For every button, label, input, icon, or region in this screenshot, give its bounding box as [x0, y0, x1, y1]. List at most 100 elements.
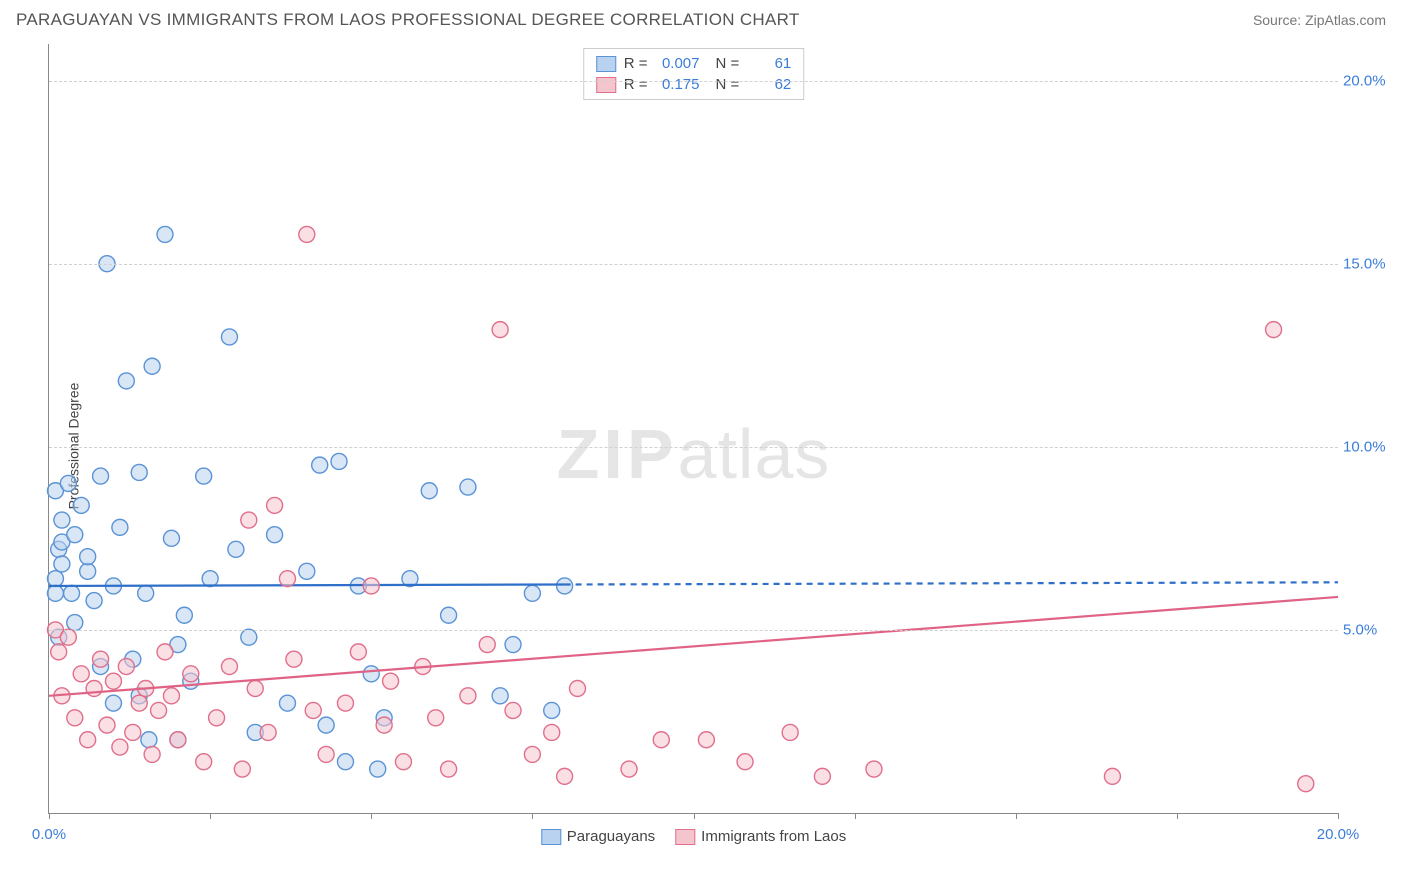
r-value: 0.007	[656, 55, 700, 72]
data-point	[105, 673, 121, 689]
data-point	[569, 680, 585, 696]
n-value: 61	[747, 55, 791, 72]
data-point	[544, 724, 560, 740]
data-point	[267, 527, 283, 543]
data-point	[782, 724, 798, 740]
data-point	[267, 497, 283, 513]
data-point	[112, 519, 128, 535]
source-attribution: Source: ZipAtlas.com	[1253, 12, 1386, 28]
data-point	[479, 637, 495, 653]
data-point	[99, 717, 115, 733]
chart-title: PARAGUAYAN VS IMMIGRANTS FROM LAOS PROFE…	[16, 10, 800, 30]
data-point	[1104, 768, 1120, 784]
data-point	[86, 593, 102, 609]
series-legend-item: Immigrants from Laos	[675, 828, 846, 845]
data-point	[698, 732, 714, 748]
data-point	[421, 483, 437, 499]
data-point	[54, 556, 70, 572]
data-point	[331, 453, 347, 469]
data-point	[247, 680, 263, 696]
series-legend: Paraguayans Immigrants from Laos	[541, 828, 846, 845]
data-point	[279, 695, 295, 711]
data-point	[170, 732, 186, 748]
gridline-h	[49, 630, 1338, 631]
data-point	[125, 724, 141, 740]
data-point	[144, 746, 160, 762]
data-point	[47, 585, 63, 601]
data-point	[67, 527, 83, 543]
data-point	[80, 549, 96, 565]
data-point	[286, 651, 302, 667]
legend-swatch	[675, 829, 695, 845]
x-tick-mark	[49, 813, 50, 819]
data-point	[441, 761, 457, 777]
plot-area: ZIPatlas R =0.007N =61R =0.175N =62 Para…	[48, 44, 1338, 814]
data-point	[337, 754, 353, 770]
x-tick-label: 20.0%	[1317, 826, 1360, 843]
data-point	[376, 717, 392, 733]
series-legend-label: Immigrants from Laos	[701, 828, 846, 845]
y-tick-label: 5.0%	[1343, 621, 1398, 638]
data-point	[460, 688, 476, 704]
data-point	[866, 761, 882, 777]
x-tick-mark	[371, 813, 372, 819]
x-tick-mark	[1177, 813, 1178, 819]
scatter-svg	[49, 44, 1338, 813]
data-point	[163, 688, 179, 704]
data-point	[370, 761, 386, 777]
r-label: R =	[624, 55, 648, 72]
data-point	[1298, 776, 1314, 792]
data-point	[118, 659, 134, 675]
series-legend-item: Paraguayans	[541, 828, 655, 845]
data-point	[395, 754, 411, 770]
data-point	[260, 724, 276, 740]
data-point	[814, 768, 830, 784]
x-tick-mark	[1016, 813, 1017, 819]
data-point	[299, 226, 315, 242]
data-point	[138, 585, 154, 601]
data-point	[112, 739, 128, 755]
data-point	[118, 373, 134, 389]
data-point	[305, 702, 321, 718]
data-point	[621, 761, 637, 777]
x-tick-label: 0.0%	[32, 826, 66, 843]
x-tick-mark	[855, 813, 856, 819]
data-point	[67, 615, 83, 631]
series-legend-label: Paraguayans	[567, 828, 655, 845]
data-point	[196, 754, 212, 770]
x-tick-mark	[532, 813, 533, 819]
data-point	[60, 475, 76, 491]
data-point	[428, 710, 444, 726]
stats-legend-row: R =0.007N =61	[596, 53, 792, 74]
r-value: 0.175	[656, 76, 700, 93]
data-point	[653, 732, 669, 748]
data-point	[202, 571, 218, 587]
data-point	[241, 512, 257, 528]
data-point	[441, 607, 457, 623]
data-point	[60, 629, 76, 645]
data-point	[318, 746, 334, 762]
data-point	[312, 457, 328, 473]
data-point	[1266, 322, 1282, 338]
data-point	[157, 226, 173, 242]
data-point	[460, 479, 476, 495]
data-point	[157, 644, 173, 660]
data-point	[363, 578, 379, 594]
data-point	[73, 497, 89, 513]
data-point	[144, 358, 160, 374]
data-point	[131, 695, 147, 711]
data-point	[93, 651, 109, 667]
data-point	[67, 710, 83, 726]
data-point	[318, 717, 334, 733]
data-point	[141, 732, 157, 748]
data-point	[492, 688, 508, 704]
y-tick-label: 10.0%	[1343, 438, 1398, 455]
x-tick-mark	[210, 813, 211, 819]
stats-legend-row: R =0.175N =62	[596, 74, 792, 95]
data-point	[524, 585, 540, 601]
y-tick-label: 20.0%	[1343, 72, 1398, 89]
stats-legend: R =0.007N =61R =0.175N =62	[583, 48, 805, 100]
data-point	[183, 666, 199, 682]
gridline-h	[49, 447, 1338, 448]
data-point	[279, 571, 295, 587]
